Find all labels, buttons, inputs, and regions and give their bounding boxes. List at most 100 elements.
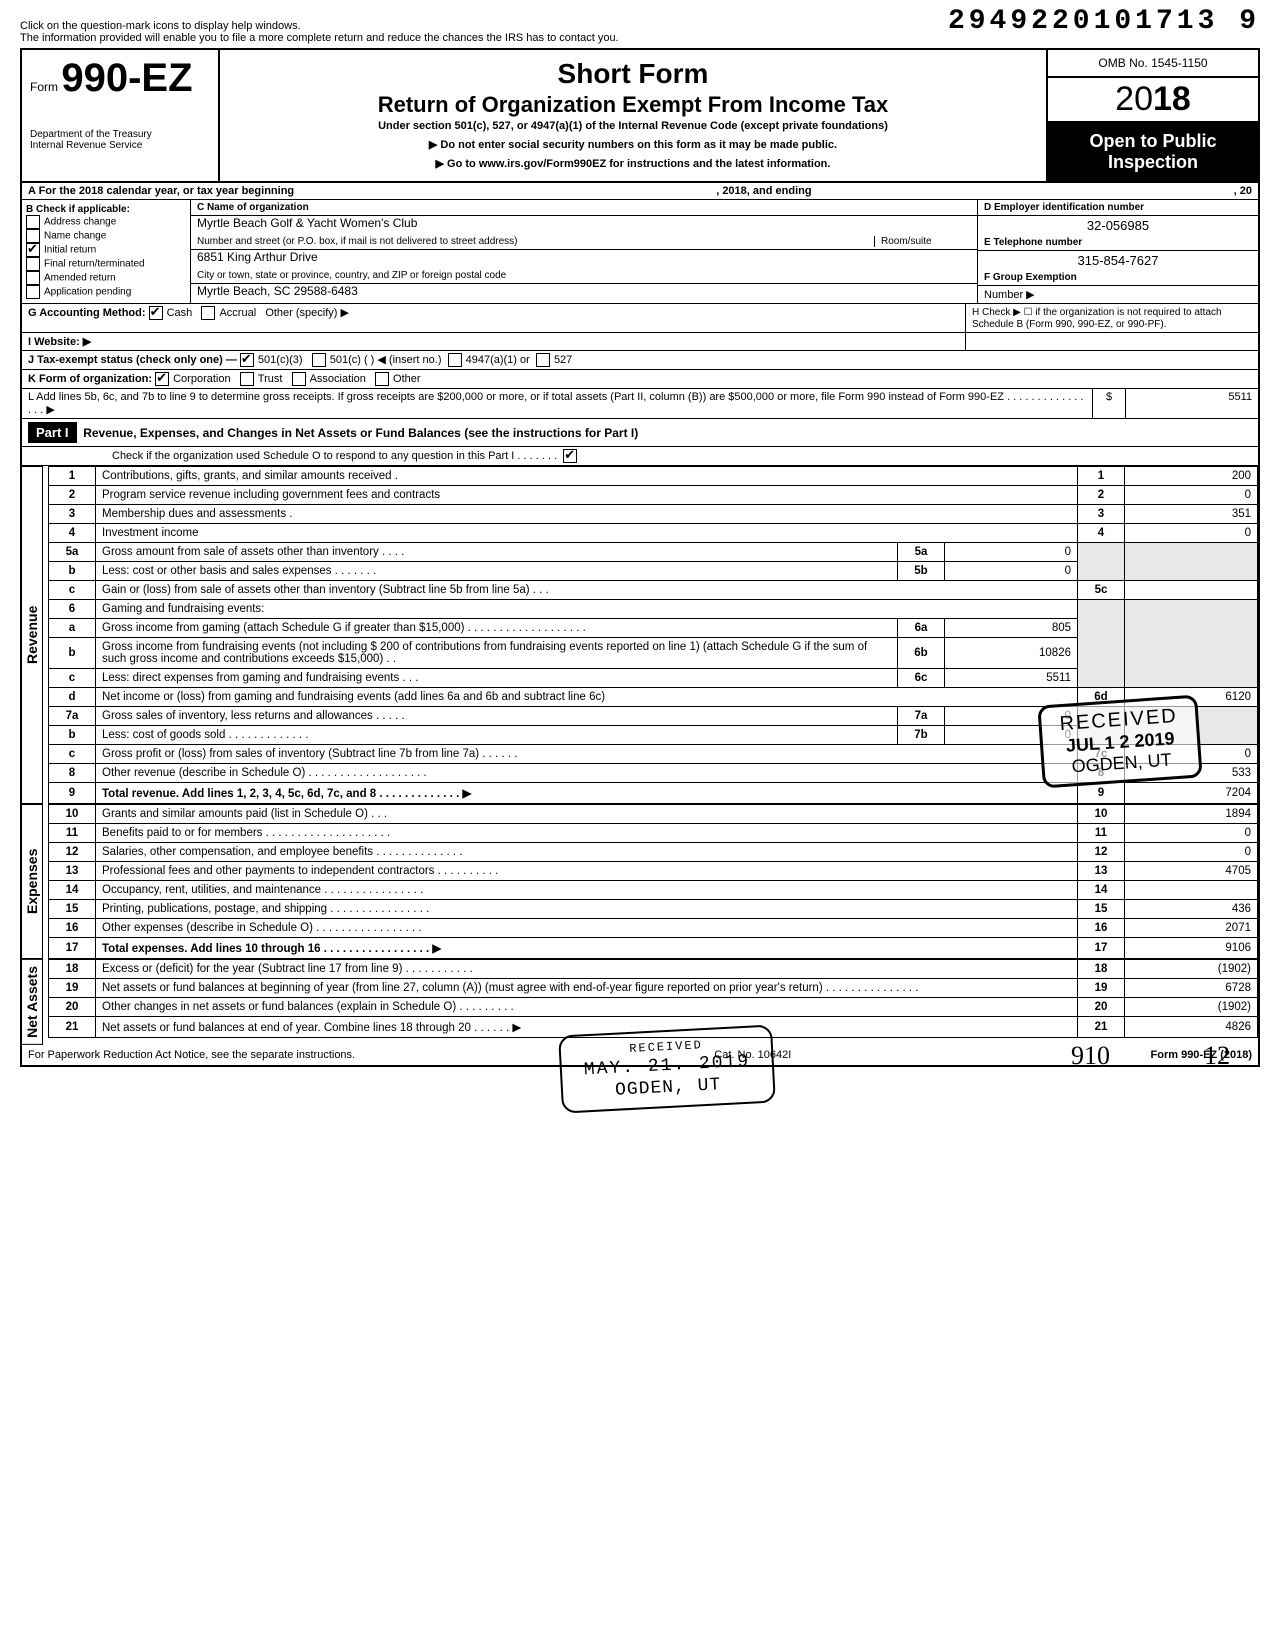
ln6d-amt: 6120 xyxy=(1125,688,1258,707)
ein: 32-056985 xyxy=(978,216,1258,235)
c-city-label: City or town, state or province, country… xyxy=(191,268,977,284)
netassets-table: 18Excess or (deficit) for the year (Subt… xyxy=(48,959,1258,1038)
ln6c-m: 6c xyxy=(898,669,945,688)
l-amt: 5511 xyxy=(1126,389,1258,418)
ln12-amt: 0 xyxy=(1125,843,1258,862)
ln6a-m: 6a xyxy=(898,619,945,638)
ln13-n: 13 xyxy=(49,862,96,881)
ln6d-n: d xyxy=(49,688,96,707)
ln18-c: 18 xyxy=(1078,960,1125,979)
ln5a-n: 5a xyxy=(49,543,96,562)
ln3-c: 3 xyxy=(1078,505,1125,524)
lbl-name-change: Name change xyxy=(44,231,106,242)
ln14-c: 14 xyxy=(1078,881,1125,900)
year-value: 18 xyxy=(1153,80,1191,118)
ln13-amt: 4705 xyxy=(1125,862,1258,881)
ln4-amt: 0 xyxy=(1125,524,1258,543)
ln5b-d: Less: cost or other basis and sales expe… xyxy=(96,562,898,581)
ln17-amt: 9106 xyxy=(1125,938,1258,959)
lbl-initial-return: Initial return xyxy=(44,245,96,256)
ln9-c: 9 xyxy=(1078,783,1125,804)
ln7c-d: Gross profit or (loss) from sales of inv… xyxy=(96,745,1078,764)
ln17-n: 17 xyxy=(49,938,96,959)
chk-corp[interactable] xyxy=(155,372,169,386)
chk-501c3[interactable] xyxy=(240,353,254,367)
ln16-d: Other expenses (describe in Schedule O) … xyxy=(96,919,1078,938)
date-line3: OGDEN, UT xyxy=(585,1074,752,1103)
ln6b-n: b xyxy=(49,638,96,669)
ln7b-ma: 0 xyxy=(945,726,1078,745)
ln18-amt: (1902) xyxy=(1125,960,1258,979)
ln2-c: 2 xyxy=(1078,486,1125,505)
chk-4947[interactable] xyxy=(448,353,462,367)
ln7c-c: 7c xyxy=(1078,745,1125,764)
chk-amended[interactable] xyxy=(26,271,40,285)
col-b: B Check if applicable: Address change Na… xyxy=(22,200,191,303)
lbl-other-method: Other (specify) ▶ xyxy=(265,307,349,319)
section-b-c-def: B Check if applicable: Address change Na… xyxy=(22,200,1258,304)
c-addr-label: Number and street (or P.O. box, if mail … xyxy=(197,236,874,247)
row-j: J Tax-exempt status (check only one) — 5… xyxy=(22,351,1258,370)
line-a-left: A For the 2018 calendar year, or tax yea… xyxy=(28,185,294,197)
chk-trust[interactable] xyxy=(240,372,254,386)
ln21-c: 21 xyxy=(1078,1017,1125,1038)
chk-other-org[interactable] xyxy=(375,372,389,386)
ln21-amt: 4826 xyxy=(1125,1017,1258,1038)
chk-address-change[interactable] xyxy=(26,215,40,229)
ln15-c: 15 xyxy=(1078,900,1125,919)
ln4-d: Investment income xyxy=(96,524,1078,543)
ln7c-n: c xyxy=(49,745,96,764)
ln5a-m: 5a xyxy=(898,543,945,562)
form-prefix: Form xyxy=(30,80,58,94)
ln19-amt: 6728 xyxy=(1125,979,1258,998)
i-website: I Website: ▶ xyxy=(28,336,91,348)
expenses-table: 10Grants and similar amounts paid (list … xyxy=(48,804,1258,959)
revenue-table: 1Contributions, gifts, grants, and simil… xyxy=(48,466,1258,804)
part1-title: Revenue, Expenses, and Changes in Net As… xyxy=(83,426,638,440)
ln4-c: 4 xyxy=(1078,524,1125,543)
ln3-d: Membership dues and assessments . xyxy=(96,505,1078,524)
lbl-other-org: Other xyxy=(393,373,421,385)
footer-left: For Paperwork Reduction Act Notice, see … xyxy=(28,1049,355,1061)
year-prefix: 20 xyxy=(1115,80,1153,118)
ln5b-ma: 0 xyxy=(945,562,1078,581)
page-footer: For Paperwork Reduction Act Notice, see … xyxy=(22,1045,1258,1065)
ln1-d: Contributions, gifts, grants, and simila… xyxy=(96,467,1078,486)
ln20-c: 20 xyxy=(1078,998,1125,1017)
chk-final-return[interactable] xyxy=(26,257,40,271)
chk-app-pending[interactable] xyxy=(26,285,40,299)
ln6b-d: Gross income from fundraising events (no… xyxy=(96,638,898,669)
ln21-d: Net assets or fund balances at end of ye… xyxy=(96,1017,1078,1038)
ln3-amt: 351 xyxy=(1125,505,1258,524)
chk-527[interactable] xyxy=(536,353,550,367)
e-label: E Telephone number xyxy=(984,237,1082,248)
ln1-c: 1 xyxy=(1078,467,1125,486)
ln7a-m: 7a xyxy=(898,707,945,726)
chk-501c[interactable] xyxy=(312,353,326,367)
ln17-d: Total expenses. Add lines 10 through 16 … xyxy=(96,938,1078,959)
form-header: Form 990-EZ Department of the Treasury I… xyxy=(22,50,1258,183)
ln8-c: 8 xyxy=(1078,764,1125,783)
ln6b-m: 6b xyxy=(898,638,945,669)
lbl-501c3: 501(c)(3) xyxy=(258,354,303,366)
chk-initial-return[interactable] xyxy=(26,243,40,257)
ln5a-ma: 0 xyxy=(945,543,1078,562)
chk-schedule-o[interactable] xyxy=(563,449,577,463)
lbl-527: 527 xyxy=(554,354,572,366)
subtitle: Under section 501(c), 527, or 4947(a)(1)… xyxy=(230,120,1036,132)
ln6d-c: 6d xyxy=(1078,688,1125,707)
part1-header: Part I Revenue, Expenses, and Changes in… xyxy=(22,419,1258,447)
chk-accrual[interactable] xyxy=(201,306,215,320)
ln6c-n: c xyxy=(49,669,96,688)
revenue-block: Revenue 1Contributions, gifts, grants, a… xyxy=(22,466,1258,804)
ln12-d: Salaries, other compensation, and employ… xyxy=(96,843,1078,862)
lbl-corp: Corporation xyxy=(173,373,230,385)
lbl-amended: Amended return xyxy=(44,273,116,284)
ln16-amt: 2071 xyxy=(1125,919,1258,938)
expenses-block: Expenses 10Grants and similar amounts pa… xyxy=(22,804,1258,959)
ln15-d: Printing, publications, postage, and shi… xyxy=(96,900,1078,919)
ln9-n: 9 xyxy=(49,783,96,804)
chk-cash[interactable] xyxy=(149,306,163,320)
chk-assoc[interactable] xyxy=(292,372,306,386)
ln4-n: 4 xyxy=(49,524,96,543)
